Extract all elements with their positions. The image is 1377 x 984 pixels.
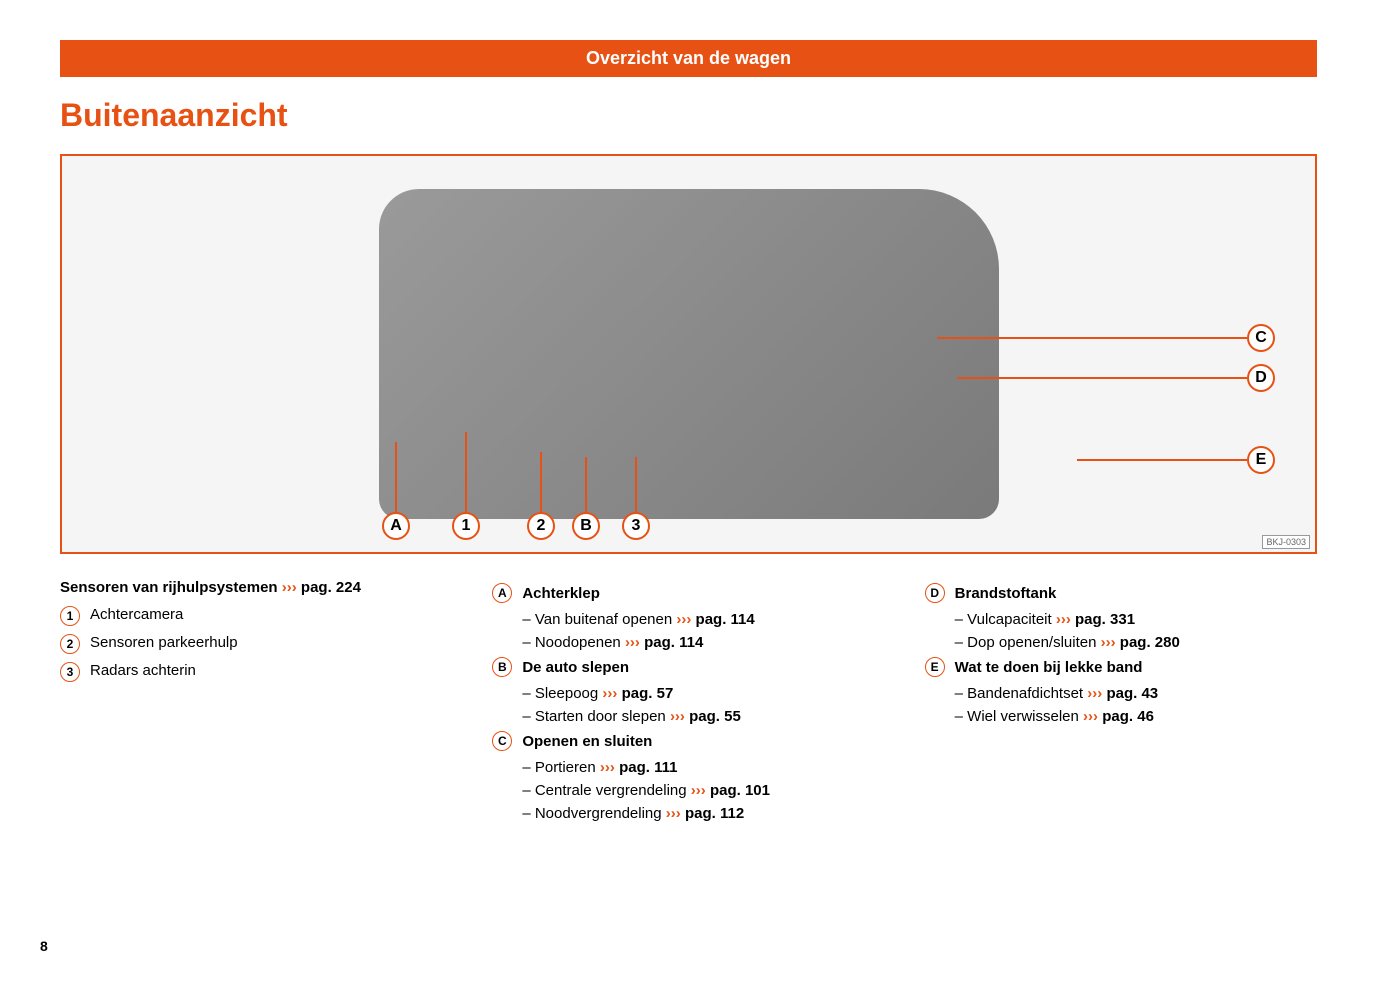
sub-item: Bandenafdichtset ››› pag. 43 [955, 685, 1317, 702]
sub-text: Starten door slepen [535, 708, 666, 725]
page-ref: pag. 280 [1120, 634, 1180, 651]
sub-item: Portieren ››› pag. 111 [522, 759, 884, 776]
group-title: Openen en sluiten [522, 733, 652, 750]
ref-arrow: ››› [676, 611, 691, 628]
sub-text: Noodvergrendeling [535, 805, 662, 822]
page-ref: pag. 331 [1075, 611, 1135, 628]
group-title: De auto slepen [522, 659, 629, 676]
page-number: 8 [40, 938, 48, 954]
page-ref: pag. 43 [1106, 685, 1158, 702]
page-ref: pag. 112 [685, 805, 744, 822]
callout-line [540, 452, 542, 512]
list-item: 3 Radars achterin [60, 662, 452, 682]
page-ref: pag. 55 [689, 708, 741, 725]
sub-item: Centrale vergrendeling ››› pag. 101 [522, 782, 884, 799]
sub-item: Starten door slepen ››› pag. 55 [522, 708, 884, 725]
group-heading-c: C Openen en sluiten [492, 731, 884, 751]
sub-text: Dop openen/sluiten [967, 634, 1096, 651]
ref-arrow: ››› [1083, 708, 1098, 725]
num-marker: 3 [60, 662, 80, 682]
group-heading-e: E Wat te doen bij lekke band [925, 657, 1317, 677]
image-code: BKJ-0303 [1262, 535, 1310, 549]
column-2: A Achterklep Van buitenaf openen ››› pag… [492, 579, 884, 828]
sub-text: Van buitenaf openen [535, 611, 672, 628]
sub-item: Dop openen/sluiten ››› pag. 280 [955, 634, 1317, 651]
item-text: Sensoren parkeerhulp [90, 634, 238, 651]
sensors-page-ref: pag. 224 [301, 579, 361, 596]
page-title: Buitenaanzicht [60, 97, 1317, 134]
column-3: D Brandstoftank Vulcapaciteit ››› pag. 3… [925, 579, 1317, 828]
page-ref: pag. 101 [710, 782, 770, 799]
section-header-bar: Overzicht van de wagen [60, 40, 1317, 77]
sub-text: Noodopenen [535, 634, 621, 651]
ref-arrow: ››› [691, 782, 706, 799]
sub-text: Wiel verwisselen [967, 708, 1079, 725]
group-title: Wat te doen bij lekke band [955, 659, 1143, 676]
page-ref: pag. 114 [696, 611, 755, 628]
ref-arrow: ››› [625, 634, 640, 651]
group-heading-a: A Achterklep [492, 583, 884, 603]
sensors-header: Sensoren van rijhulpsystemen ››› pag. 22… [60, 579, 452, 596]
sub-text: Vulcapaciteit [967, 611, 1052, 628]
ref-arrow: ››› [1056, 611, 1071, 628]
car-illustration [379, 189, 999, 519]
callout-d: D [1247, 364, 1275, 392]
column-1: Sensoren van rijhulpsystemen ››› pag. 22… [60, 579, 452, 828]
sub-text: Bandenafdichtset [967, 685, 1083, 702]
letter-marker: C [492, 731, 512, 751]
callout-1: 1 [452, 512, 480, 540]
group-title: Achterklep [522, 585, 600, 602]
sub-text: Sleepoog [535, 685, 598, 702]
ref-arrow: ››› [1101, 634, 1116, 651]
page-ref: pag. 57 [622, 685, 674, 702]
ref-arrow: ››› [670, 708, 685, 725]
sub-item: Noodvergrendeling ››› pag. 112 [522, 805, 884, 822]
group-heading-d: D Brandstoftank [925, 583, 1317, 603]
page-ref: pag. 46 [1102, 708, 1154, 725]
num-marker: 1 [60, 606, 80, 626]
ref-arrow: ››› [282, 579, 301, 596]
callout-line [957, 377, 1247, 379]
sensors-header-text: Sensoren van rijhulpsystemen [60, 579, 278, 596]
content-columns: Sensoren van rijhulpsystemen ››› pag. 22… [60, 579, 1317, 828]
letter-marker: E [925, 657, 945, 677]
ref-arrow: ››› [602, 685, 617, 702]
callout-a: A [382, 512, 410, 540]
callout-line [585, 457, 587, 512]
letter-marker: A [492, 583, 512, 603]
sub-item: Sleepoog ››› pag. 57 [522, 685, 884, 702]
callout-line [937, 337, 1247, 339]
group-heading-b: B De auto slepen [492, 657, 884, 677]
callout-line [635, 457, 637, 512]
item-text: Radars achterin [90, 662, 196, 679]
car-diagram: A 1 2 B 3 C D E BKJ-0303 [60, 154, 1317, 554]
callout-line [1077, 459, 1247, 461]
letter-marker: D [925, 583, 945, 603]
ref-arrow: ››› [600, 759, 615, 776]
callout-e: E [1247, 446, 1275, 474]
letter-marker: B [492, 657, 512, 677]
ref-arrow: ››› [1087, 685, 1102, 702]
num-marker: 2 [60, 634, 80, 654]
sub-item: Wiel verwisselen ››› pag. 46 [955, 708, 1317, 725]
sub-item: Vulcapaciteit ››› pag. 331 [955, 611, 1317, 628]
callout-b: B [572, 512, 600, 540]
callout-line [395, 442, 397, 512]
list-item: 2 Sensoren parkeerhulp [60, 634, 452, 654]
list-item: 1 Achtercamera [60, 606, 452, 626]
sub-text: Centrale vergrendeling [535, 782, 687, 799]
group-title: Brandstoftank [955, 585, 1057, 602]
callout-3: 3 [622, 512, 650, 540]
item-text: Achtercamera [90, 606, 183, 623]
callout-line [465, 432, 467, 512]
sub-item: Van buitenaf openen ››› pag. 114 [522, 611, 884, 628]
page-ref: pag. 114 [644, 634, 703, 651]
ref-arrow: ››› [666, 805, 681, 822]
sub-item: Noodopenen ››› pag. 114 [522, 634, 884, 651]
callout-2: 2 [527, 512, 555, 540]
sub-text: Portieren [535, 759, 596, 776]
page-ref: pag. 111 [619, 759, 677, 776]
callout-c: C [1247, 324, 1275, 352]
